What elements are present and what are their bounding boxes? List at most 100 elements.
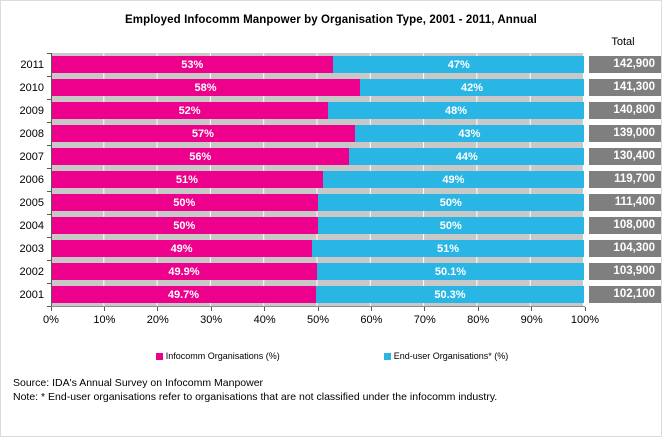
bar-percentage-label: 48%: [445, 104, 468, 117]
x-axis-tick: [157, 307, 159, 311]
bar-percentage-label: 51%: [437, 242, 460, 255]
chart-title: Employed Infocomm Manpower by Organisati…: [125, 14, 537, 26]
year-label: 2007: [19, 150, 44, 163]
bar-percentage-label: 49%: [170, 242, 193, 255]
total-column-header: Total: [611, 36, 635, 48]
year-label: 2001: [19, 288, 44, 301]
bar-track: 49.7% 50.3%: [51, 286, 584, 303]
infocomm-legend-swatch-icon: [155, 352, 163, 360]
year-label: 2002: [19, 265, 44, 278]
infocomm-bar-segment: 51%: [51, 171, 323, 188]
stacked-bar-chart: 2011 53% 47% 142,900 2010 58% 42% 141,300 2009 52…: [3, 53, 661, 336]
x-axis: 0% 10% 20% 30% 40% 50% 60% 70% 80% 90% 100%: [43, 306, 599, 336]
y-axis-tick: [47, 260, 51, 261]
rows: 2011 53% 47% 142,900 2010 58% 42% 141,300 2009 52…: [3, 53, 661, 306]
table-row: 2005 50% 50% 111,400: [3, 191, 661, 214]
year-label: 2008: [19, 127, 44, 140]
table-row: 2009 52% 48% 140,800: [3, 99, 661, 122]
x-axis-tick: [210, 307, 212, 311]
infocomm-bar-segment: 50%: [51, 194, 318, 211]
infocomm-bar-segment: 53%: [51, 56, 334, 73]
bar-percentage-label: 50%: [173, 219, 196, 232]
bar-track: 50% 50%: [51, 194, 584, 211]
x-axis-tick-label: 70%: [413, 314, 436, 326]
x-axis-tick: [584, 307, 586, 311]
table-row: 2008 57% 43% 139,000: [3, 122, 661, 145]
legend: Infocomm Organisations (%) End-user Organ…: [1, 351, 661, 361]
total-badge: 108,000: [589, 217, 661, 234]
bar-track: 52% 48%: [51, 102, 584, 119]
total-badge: 139,000: [589, 125, 661, 142]
bar-percentage-label: 51%: [175, 173, 198, 186]
x-axis-tick: [317, 307, 319, 311]
total-badge: 119,700: [589, 171, 661, 188]
y-axis-tick: [47, 145, 51, 146]
enduser-bar-segment: 47%: [333, 56, 584, 73]
infocomm-bar-segment: 49.9%: [51, 263, 317, 280]
total-badge: 102,100: [589, 286, 661, 303]
footer: Source: IDA's Annual Survey on Infocomm …: [13, 376, 653, 404]
enduser-bar-segment: 50.3%: [315, 286, 584, 303]
bar-percentage-label: 50%: [439, 196, 462, 209]
bar-track: 53% 47%: [51, 56, 584, 73]
legend-item-infocomm: Infocomm Organisations (%): [155, 351, 280, 361]
enduser-bar-segment: 51%: [312, 240, 584, 257]
bar-track: 49.9% 50.1%: [51, 263, 584, 280]
x-axis-tick-label: 20%: [146, 314, 169, 326]
y-axis-tick: [47, 191, 51, 192]
infocomm-bar-segment: 50%: [51, 217, 318, 234]
x-axis-tick: [477, 307, 479, 311]
enduser-bar-segment: 43%: [354, 125, 584, 142]
x-axis-tick: [424, 307, 426, 311]
bar-percentage-label: 57%: [191, 127, 214, 140]
y-axis-tick: [47, 122, 51, 123]
infocomm-bar-segment: 49.7%: [51, 286, 316, 303]
bar-percentage-label: 50%: [173, 196, 196, 209]
footnote: Note: * End-user organisations refer to …: [13, 391, 498, 403]
bar-track: 57% 43%: [51, 125, 584, 142]
bar-track: 49% 51%: [51, 240, 584, 257]
infocomm-bar-segment: 57%: [51, 125, 355, 142]
x-axis-tick-label: 50%: [306, 314, 330, 326]
x-axis-tick: [103, 307, 105, 311]
bar-percentage-label: 42%: [461, 81, 484, 94]
y-axis-tick: [47, 76, 51, 77]
table-row: 2007 56% 44% 130,400: [3, 145, 661, 168]
total-badge: 103,900: [589, 263, 661, 280]
year-label: 2011: [20, 58, 44, 71]
enduser-bar-segment: 50%: [317, 194, 584, 211]
bar-percentage-label: 53%: [181, 58, 204, 71]
y-axis-tick: [47, 99, 51, 100]
total-badge: 141,300: [589, 79, 661, 96]
bar-percentage-label: 58%: [194, 81, 217, 94]
bar-percentage-label: 49.9%: [168, 265, 200, 278]
table-row: 2006 51% 49% 119,700: [3, 168, 661, 191]
x-axis-tick: [264, 307, 266, 311]
bar-percentage-label: 50.3%: [434, 288, 466, 301]
bar-percentage-label: 47%: [447, 58, 470, 71]
bar-track: 58% 42%: [51, 79, 584, 96]
total-badge: 111,400: [589, 194, 661, 211]
year-label: 2009: [19, 104, 44, 117]
y-axis-tick: [47, 237, 51, 238]
enduser-bar-segment: 50%: [317, 217, 584, 234]
table-row: 2002 49.9% 50.1% 103,900: [3, 260, 661, 283]
table-row: 2001 49.7% 50.3% 102,100: [3, 283, 661, 306]
total-badge: 104,300: [589, 240, 661, 257]
bar-track: 51% 49%: [51, 171, 584, 188]
source-note: Source: IDA's Annual Survey on Infocomm …: [13, 377, 264, 389]
total-badge: 142,900: [589, 56, 661, 73]
infocomm-bar-segment: 58%: [51, 79, 361, 96]
x-axis-tick: [531, 307, 533, 311]
enduser-bar-segment: 50.1%: [316, 263, 584, 280]
enduser-bar-segment: 44%: [349, 148, 584, 165]
bar-percentage-label: 49.7%: [167, 288, 200, 301]
infocomm-bar-segment: 49%: [51, 240, 313, 257]
bar-percentage-label: 56%: [189, 150, 212, 163]
bar-percentage-label: 43%: [458, 127, 481, 140]
table-row: 2010 58% 42% 141,300: [3, 76, 661, 99]
table-row: 2011 53% 47% 142,900: [3, 53, 661, 76]
x-axis-tick-label: 90%: [520, 314, 543, 326]
infocomm-bar-segment: 52%: [51, 102, 329, 119]
table-row: 2004 50% 50% 108,000: [3, 214, 661, 237]
